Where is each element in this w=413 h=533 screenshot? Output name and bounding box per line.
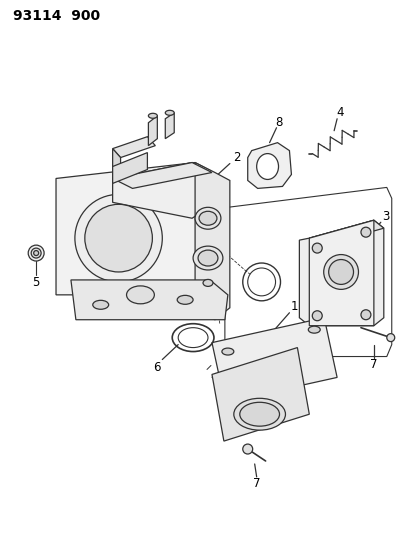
Polygon shape bbox=[165, 113, 174, 139]
Text: 7: 7 bbox=[252, 478, 260, 490]
Polygon shape bbox=[56, 163, 214, 308]
Polygon shape bbox=[309, 220, 373, 326]
Ellipse shape bbox=[195, 207, 221, 229]
Ellipse shape bbox=[256, 154, 278, 180]
Ellipse shape bbox=[323, 255, 358, 289]
Circle shape bbox=[242, 444, 252, 454]
Polygon shape bbox=[71, 280, 227, 320]
Circle shape bbox=[311, 311, 321, 321]
Ellipse shape bbox=[126, 286, 154, 304]
Circle shape bbox=[311, 243, 321, 253]
Circle shape bbox=[33, 251, 38, 255]
Polygon shape bbox=[299, 220, 383, 326]
Ellipse shape bbox=[202, 279, 212, 286]
Text: 6: 6 bbox=[153, 361, 161, 374]
Polygon shape bbox=[112, 163, 211, 218]
Ellipse shape bbox=[308, 326, 320, 333]
Polygon shape bbox=[309, 220, 383, 246]
Circle shape bbox=[360, 227, 370, 237]
Ellipse shape bbox=[192, 246, 222, 270]
Text: 1: 1 bbox=[290, 300, 297, 313]
Ellipse shape bbox=[197, 250, 217, 266]
Ellipse shape bbox=[233, 398, 285, 430]
Polygon shape bbox=[195, 163, 229, 320]
Circle shape bbox=[31, 248, 41, 258]
Ellipse shape bbox=[199, 211, 216, 225]
Ellipse shape bbox=[221, 348, 233, 355]
Ellipse shape bbox=[177, 295, 192, 304]
Ellipse shape bbox=[178, 328, 207, 348]
Polygon shape bbox=[211, 318, 336, 402]
Text: 8: 8 bbox=[274, 116, 282, 130]
Polygon shape bbox=[112, 136, 155, 158]
Circle shape bbox=[360, 310, 370, 320]
Circle shape bbox=[386, 334, 394, 342]
Polygon shape bbox=[148, 116, 157, 146]
Text: 7: 7 bbox=[369, 358, 377, 371]
Polygon shape bbox=[112, 152, 147, 183]
Text: 2: 2 bbox=[233, 151, 240, 164]
Polygon shape bbox=[112, 163, 211, 188]
Text: 3: 3 bbox=[381, 210, 389, 223]
Ellipse shape bbox=[239, 402, 279, 426]
Ellipse shape bbox=[247, 268, 275, 296]
Ellipse shape bbox=[93, 300, 108, 309]
Ellipse shape bbox=[75, 195, 162, 282]
Ellipse shape bbox=[328, 260, 353, 285]
Ellipse shape bbox=[85, 204, 152, 272]
Polygon shape bbox=[112, 149, 120, 175]
Text: 93114  900: 93114 900 bbox=[13, 9, 100, 23]
Polygon shape bbox=[247, 143, 291, 188]
Polygon shape bbox=[211, 348, 309, 441]
Text: 4: 4 bbox=[335, 106, 343, 119]
Ellipse shape bbox=[148, 114, 157, 118]
Circle shape bbox=[28, 245, 44, 261]
Text: 5: 5 bbox=[32, 277, 40, 289]
Ellipse shape bbox=[165, 110, 174, 115]
